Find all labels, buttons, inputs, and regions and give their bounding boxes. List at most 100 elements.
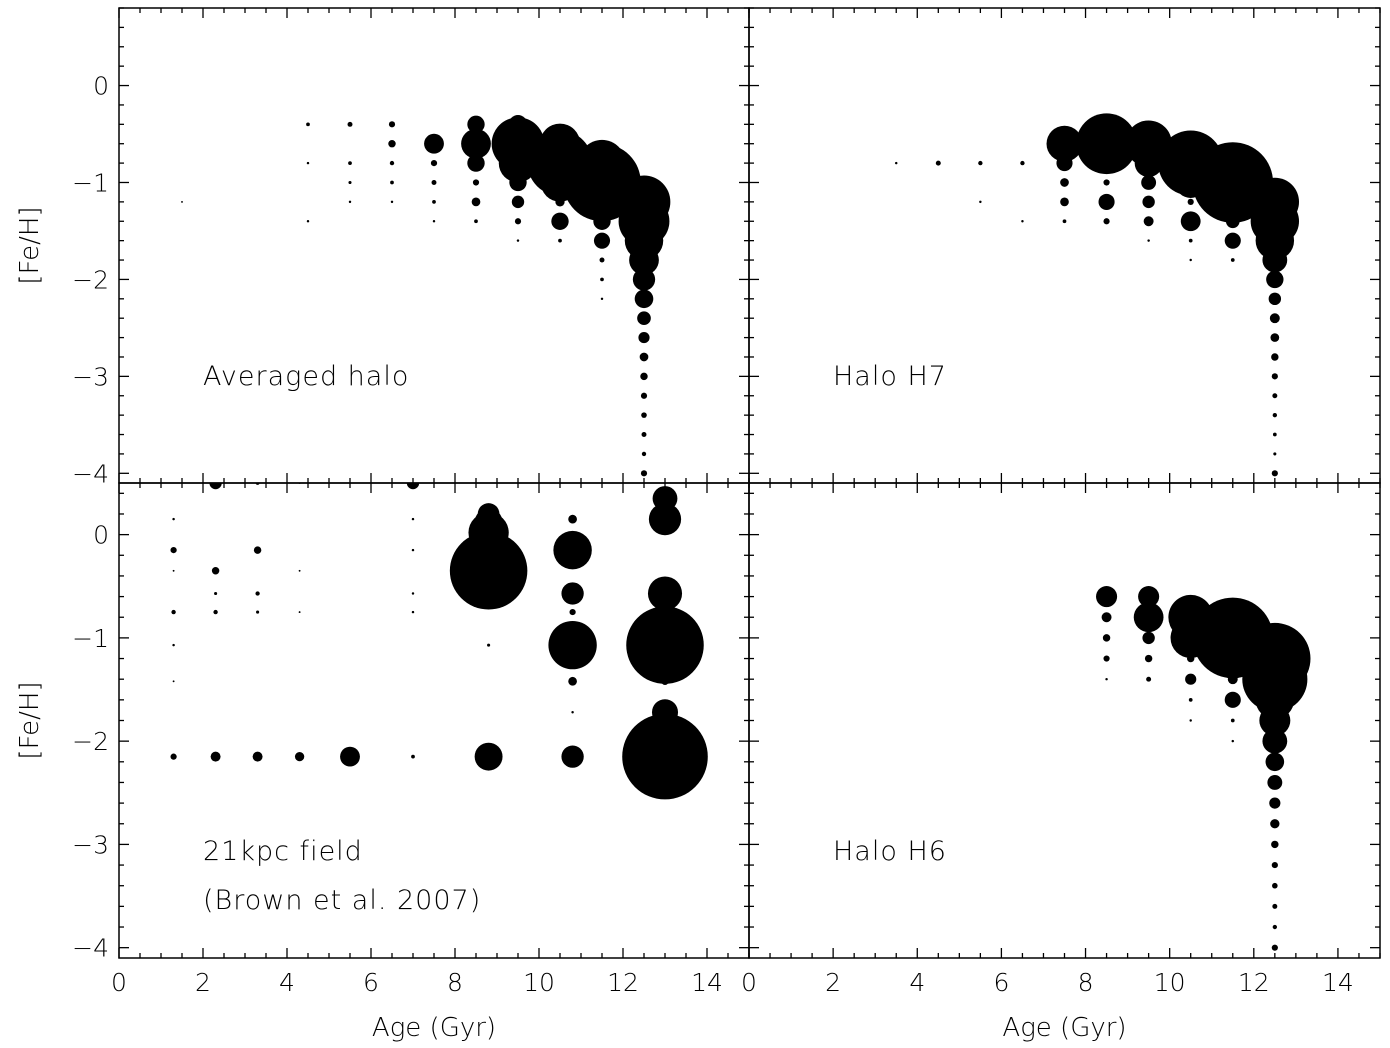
data-point: [1273, 452, 1277, 456]
y-tick-label: −3: [72, 830, 109, 859]
data-point: [1180, 211, 1201, 232]
data-point: [509, 173, 527, 192]
x-tick-label: 2: [825, 968, 841, 997]
data-point: [1272, 882, 1278, 889]
data-point: [1060, 197, 1069, 207]
tick-marks: [118, 7, 750, 483]
data-point: [1142, 631, 1155, 645]
data-point: [641, 432, 647, 438]
data-point: [411, 592, 415, 595]
x-axis-title: Age (Gyr): [372, 1013, 496, 1043]
data-point: [181, 200, 183, 203]
data-point: [1259, 705, 1291, 736]
data-point: [347, 121, 353, 127]
data-point: [467, 115, 485, 134]
y-tick-label: −1: [72, 168, 109, 197]
data-point: [1188, 238, 1193, 243]
data-point: [1076, 113, 1137, 175]
data-point: [1225, 214, 1240, 229]
x-tick-label: 14: [691, 968, 723, 997]
data-point: [1138, 586, 1160, 608]
data-point: [1270, 333, 1280, 342]
data-point: [582, 182, 622, 222]
data-point: [1187, 198, 1194, 205]
data-point: [298, 483, 301, 484]
data-point: [306, 220, 310, 223]
data-point: [634, 289, 654, 309]
data-point: [1270, 819, 1280, 829]
data-point: [431, 180, 437, 185]
data-point: [461, 128, 491, 159]
data-point: [1046, 125, 1083, 162]
data-point: [1098, 155, 1115, 172]
x-tick-label: 10: [1154, 968, 1186, 997]
x-tick-label: 4: [909, 968, 925, 997]
data-point: [252, 751, 263, 762]
x-tick-label: 2: [195, 968, 211, 997]
data-point: [1144, 654, 1153, 663]
data-point: [467, 154, 485, 172]
data-point: [561, 745, 584, 768]
data-point: [348, 200, 352, 204]
data-point: [471, 197, 481, 207]
data-point: [1189, 258, 1192, 262]
data-point: [432, 200, 436, 204]
data-point: [1020, 160, 1025, 166]
data-point: [1271, 861, 1278, 869]
data-point: [1056, 155, 1073, 172]
data-point: [390, 180, 394, 185]
data-point: [894, 161, 898, 165]
data-point: [1101, 612, 1112, 623]
y-tick-label: −4: [72, 934, 109, 963]
data-point: [472, 179, 480, 186]
x-tick-label: 6: [993, 968, 1009, 997]
data-point: [641, 412, 647, 418]
markers: [1096, 586, 1311, 951]
x-tick-label: 6: [363, 968, 379, 997]
data-point: [298, 569, 301, 572]
data-point: [600, 297, 604, 301]
data-point: [1141, 175, 1157, 190]
data-point: [1265, 752, 1285, 772]
data-point: [411, 610, 415, 614]
markers: [894, 113, 1300, 477]
data-point: [1185, 673, 1197, 685]
data-point: [638, 332, 650, 344]
data-point: [340, 746, 360, 767]
data-point: [640, 470, 648, 477]
data-point: [548, 620, 597, 670]
data-point: [306, 122, 310, 127]
data-point: [632, 268, 656, 291]
data-point: [1230, 258, 1235, 262]
panel-annotation: 21kpc field: [203, 836, 363, 867]
data-point: [626, 606, 704, 684]
data-point: [599, 257, 605, 263]
data-point: [172, 517, 175, 521]
data-point: [411, 517, 415, 521]
data-point: [593, 212, 611, 230]
x-tick-label: 10: [523, 968, 555, 997]
data-point: [348, 180, 352, 185]
data-point: [1272, 412, 1278, 418]
data-point: [1103, 655, 1110, 662]
y-tick-label: −4: [72, 459, 109, 488]
data-point: [1096, 586, 1118, 608]
data-point: [568, 676, 577, 686]
data-point: [1272, 432, 1277, 437]
panel-21kpc-field: 0−1−2−3−40 2 4 6 8 10 12 14[Fe/H]Age (Gyr)21kpc…: [15, 482, 750, 1043]
data-point: [211, 567, 220, 575]
data-point: [568, 514, 577, 524]
data-point: [1268, 292, 1282, 306]
y-axis-title: [Fe/H]: [15, 681, 45, 759]
tick-marks: [748, 483, 1381, 958]
data-point: [388, 139, 396, 148]
data-point: [214, 591, 218, 596]
data-point: [1103, 179, 1110, 186]
data-point: [298, 611, 301, 614]
data-point: [1224, 232, 1241, 249]
data-point: [640, 392, 648, 399]
data-point: [561, 582, 584, 605]
data-point: [172, 680, 175, 683]
data-point: [209, 483, 222, 490]
